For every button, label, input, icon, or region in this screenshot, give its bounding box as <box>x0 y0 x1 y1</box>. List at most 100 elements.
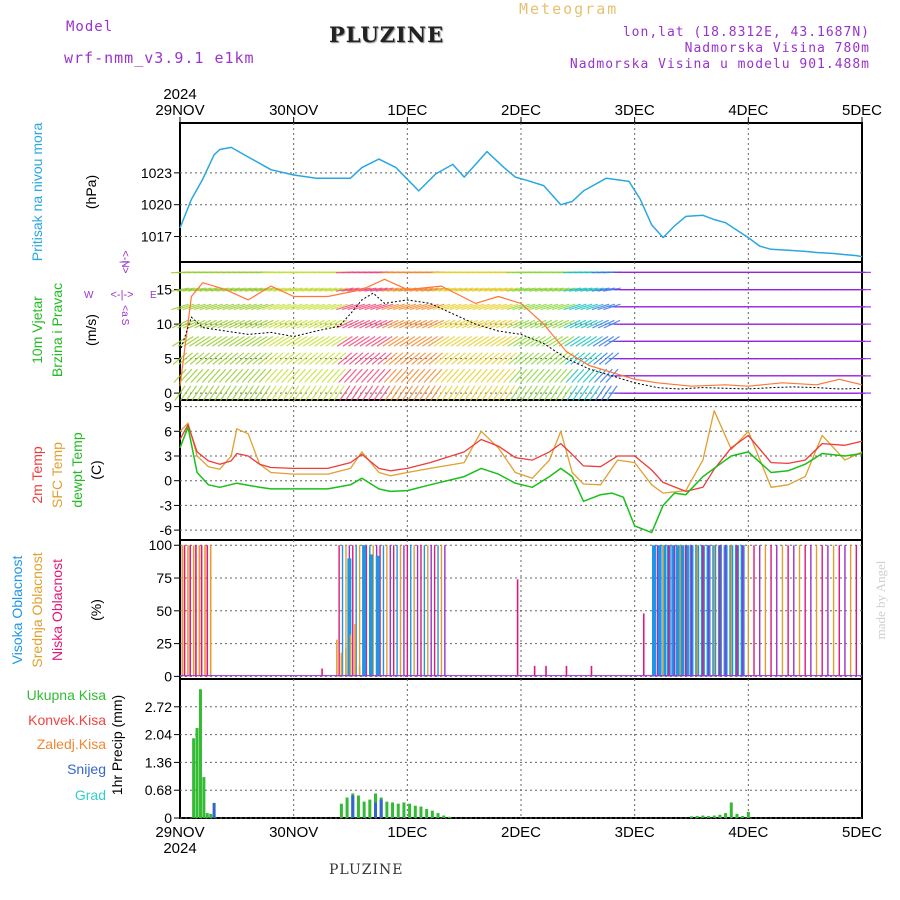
wind-barb <box>326 368 340 383</box>
wind-barb <box>444 303 462 311</box>
cloud-band-bar <box>358 545 361 677</box>
wind-barb <box>326 352 341 365</box>
wind-barb <box>467 336 484 347</box>
cloud-bar-high <box>347 558 352 677</box>
cloud-bar-high <box>684 545 689 677</box>
wind-barb <box>211 319 229 329</box>
wind-barb <box>409 287 428 292</box>
wind-barb <box>560 385 573 401</box>
wind-barb <box>361 368 375 383</box>
wind-barb <box>206 352 222 365</box>
wind-barb <box>483 303 502 311</box>
precip-legend-snijeg: Snijeg <box>67 761 106 777</box>
wind-barb <box>404 303 422 311</box>
tick-label-clouds: 75 <box>156 570 172 586</box>
cloud-late-bar <box>770 545 772 677</box>
wind-barb <box>348 352 364 365</box>
cloud-bar-mid <box>354 623 356 677</box>
wind-barb <box>301 303 320 311</box>
wind-barb <box>273 303 292 311</box>
wind-barb <box>322 385 334 401</box>
wind-barb <box>520 368 534 383</box>
wind-barb <box>455 319 473 329</box>
wind-barb <box>257 352 273 365</box>
tick-label-clouds: 50 <box>156 603 172 619</box>
wind-barb <box>313 303 331 311</box>
precip-snow-bar <box>212 802 216 818</box>
wind-barb <box>456 336 473 347</box>
unit-temp: (C) <box>88 460 104 479</box>
wind-barb <box>483 287 502 292</box>
cloud-bar-mid <box>204 545 206 677</box>
wind-barb <box>518 336 535 347</box>
cloud-bar-low <box>545 665 547 677</box>
cloud-late-bar <box>776 545 778 677</box>
cloud-band-bar <box>399 545 402 677</box>
cloud-bar-high <box>657 545 662 677</box>
cloud-late-bar <box>730 545 732 677</box>
cloud-bar-low <box>642 613 645 677</box>
x-tick-bottom-5dec: 5DEC <box>842 824 882 841</box>
wind-barb <box>580 319 598 329</box>
wind-barb <box>239 287 258 292</box>
temp-2m-line <box>179 424 863 493</box>
wind-barb <box>478 319 496 329</box>
wind-barb <box>547 352 563 365</box>
precip-total-bar <box>447 816 451 818</box>
wind-barb <box>490 352 506 365</box>
wind-barb <box>463 368 477 383</box>
wind-barb <box>555 385 567 401</box>
wind-barb <box>205 303 223 311</box>
wind-barb <box>513 352 529 365</box>
cloud-band-bar <box>338 545 340 677</box>
wind-barb <box>566 385 578 401</box>
wind-barb <box>217 319 234 329</box>
cloud-bar-mid <box>209 545 212 677</box>
wind-barb <box>447 385 459 401</box>
wind-barb <box>324 303 343 311</box>
wind-barb <box>569 319 587 329</box>
wind-barb <box>236 385 249 401</box>
precip-snow-bar <box>374 802 378 818</box>
wind-barb <box>529 319 547 329</box>
cloud-late-bar <box>679 545 681 677</box>
cloud-late-bar <box>741 545 744 677</box>
ylabel-cloud-high: Visoka Oblacnost <box>9 556 25 665</box>
wind-barb <box>428 352 444 365</box>
wind-barb <box>597 287 616 292</box>
wind-barb <box>273 287 292 292</box>
wind-barb <box>484 336 501 347</box>
wind-barb <box>450 336 467 347</box>
cloud-late-bar <box>724 545 727 677</box>
cloud-band-bar <box>352 545 354 677</box>
wind-barb <box>216 303 235 311</box>
x-tick-bottom-4dec: 4DEC <box>728 824 768 841</box>
wind-barb <box>218 368 232 383</box>
cloud-late-bar <box>685 545 687 677</box>
cloud-late-bar <box>827 545 829 677</box>
wind-barb <box>309 352 324 365</box>
precip-total-bar <box>402 802 406 818</box>
wind-barb <box>290 303 309 311</box>
wind-barb <box>563 287 582 292</box>
wind-barb <box>279 319 297 329</box>
temp-dew-line <box>179 426 863 534</box>
tick-label-pressure: 1020 <box>141 197 172 213</box>
wind-barb <box>235 352 250 365</box>
wind-barb <box>200 336 217 347</box>
cloud-late-bar <box>810 545 812 677</box>
wind-barb <box>529 303 547 311</box>
cloud-bar-mid <box>345 647 347 677</box>
tick-label-wind: 15 <box>156 282 172 298</box>
cloud-bar-high <box>375 555 380 677</box>
wind-barb <box>586 319 604 329</box>
tick-label-temperature: 0 <box>164 473 172 489</box>
cloud-bar-low <box>533 665 536 677</box>
wind-barb <box>563 303 581 311</box>
cloud-late-bar <box>736 545 738 677</box>
wind-barb <box>481 385 493 401</box>
precip-legend-ukupna-kisa: Ukupna Kisa <box>27 687 107 703</box>
cloud-bar-high <box>671 545 676 677</box>
precip-snow-bar <box>379 799 383 818</box>
wind-barb <box>223 352 239 365</box>
